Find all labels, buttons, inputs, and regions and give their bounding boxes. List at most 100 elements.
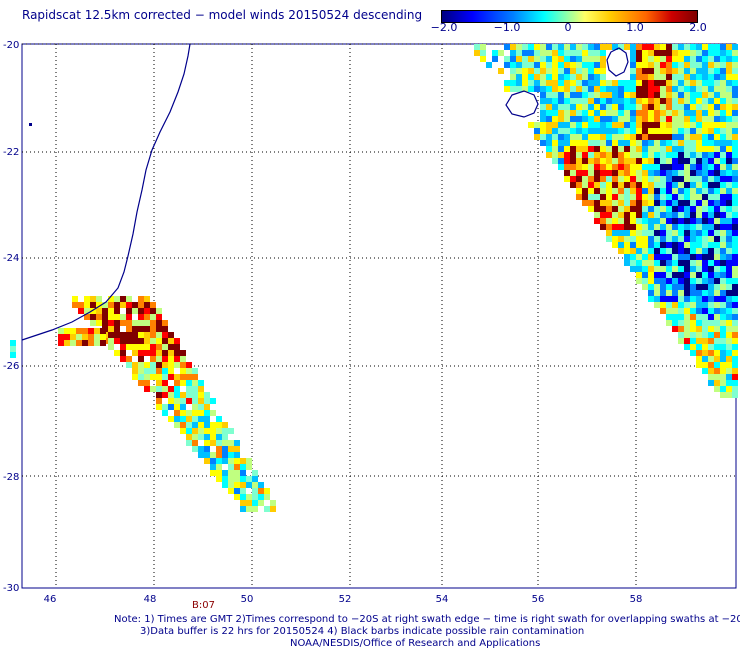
swath-cell bbox=[58, 340, 64, 346]
swath-cell bbox=[642, 158, 648, 164]
swath-cell bbox=[582, 158, 588, 164]
swath-cell bbox=[720, 146, 726, 152]
swath-cell bbox=[696, 290, 702, 296]
swath-cell bbox=[732, 134, 738, 140]
swath-cell bbox=[156, 320, 162, 326]
swath-cell bbox=[546, 146, 552, 152]
swath-cell bbox=[702, 248, 708, 254]
swath-cell bbox=[726, 344, 732, 350]
swath-cell bbox=[222, 470, 228, 476]
swath-cell bbox=[168, 386, 174, 392]
swath-cell bbox=[582, 134, 588, 140]
swath-cell bbox=[678, 260, 684, 266]
swath-cell bbox=[672, 110, 678, 116]
swath-cell bbox=[210, 428, 216, 434]
swath-cell bbox=[708, 176, 714, 182]
swath-cell bbox=[642, 182, 648, 188]
swath-cell bbox=[678, 290, 684, 296]
swath-cell bbox=[702, 86, 708, 92]
swath-cell bbox=[180, 368, 186, 374]
swath-cell bbox=[636, 146, 642, 152]
swath-cell bbox=[690, 50, 696, 56]
swath-cell bbox=[660, 224, 666, 230]
swath-cell bbox=[648, 266, 654, 272]
swath-cell bbox=[162, 392, 168, 398]
swath-cell bbox=[666, 284, 672, 290]
swath-cell bbox=[708, 380, 714, 386]
swath-cell bbox=[588, 50, 594, 56]
swath-cell bbox=[222, 458, 228, 464]
swath-cell bbox=[714, 320, 720, 326]
swath-cell bbox=[690, 110, 696, 116]
swath-cell bbox=[726, 260, 732, 266]
swath-cell bbox=[126, 338, 132, 344]
swath-cell bbox=[696, 356, 702, 362]
swath-cell bbox=[576, 68, 582, 74]
swath-cell bbox=[720, 50, 726, 56]
swath-cell bbox=[696, 242, 702, 248]
swath-cell bbox=[714, 104, 720, 110]
swath-cell bbox=[678, 86, 684, 92]
swath-cell bbox=[708, 158, 714, 164]
swath-cell bbox=[588, 188, 594, 194]
swath-cell bbox=[660, 278, 666, 284]
swath-cell bbox=[618, 140, 624, 146]
swath-cell bbox=[204, 398, 210, 404]
swath-cell bbox=[696, 86, 702, 92]
swath-cell bbox=[114, 296, 120, 302]
swath-cell bbox=[102, 302, 108, 308]
swath-cell bbox=[180, 428, 186, 434]
swath-cell bbox=[654, 272, 660, 278]
swath-cell bbox=[708, 74, 714, 80]
swath-cell bbox=[108, 308, 114, 314]
swath-cell bbox=[732, 50, 738, 56]
swath-cell bbox=[648, 206, 654, 212]
swath-cell bbox=[672, 302, 678, 308]
swath-cell bbox=[534, 134, 540, 140]
swath-cell bbox=[576, 146, 582, 152]
swath-cell bbox=[636, 188, 642, 194]
swath-cell bbox=[564, 110, 570, 116]
swath-cell bbox=[138, 314, 144, 320]
swath-cell bbox=[546, 80, 552, 86]
swath-cell bbox=[216, 470, 222, 476]
swath-cell bbox=[120, 350, 126, 356]
swath-cell bbox=[216, 440, 222, 446]
swath-cell bbox=[732, 68, 738, 74]
swath-cell bbox=[720, 314, 726, 320]
swath-cell bbox=[708, 182, 714, 188]
swath-cell bbox=[642, 104, 648, 110]
swath-cell bbox=[624, 206, 630, 212]
swath-cell bbox=[666, 122, 672, 128]
swath-cell bbox=[684, 224, 690, 230]
swath-cell bbox=[474, 50, 480, 56]
swath-cell bbox=[648, 194, 654, 200]
swath-cell bbox=[546, 98, 552, 104]
swath-cell bbox=[594, 44, 600, 50]
swath-cell bbox=[684, 314, 690, 320]
swath-cell bbox=[678, 80, 684, 86]
swath-cell bbox=[696, 278, 702, 284]
swath-cell bbox=[228, 476, 234, 482]
swath-cell bbox=[690, 86, 696, 92]
swath-cell bbox=[702, 44, 708, 50]
swath-cell bbox=[732, 338, 738, 344]
swath-cell bbox=[606, 122, 612, 128]
swath-cell bbox=[144, 350, 150, 356]
swath-cell bbox=[702, 104, 708, 110]
swath-cell bbox=[678, 284, 684, 290]
swath-cell bbox=[114, 302, 120, 308]
swath-cell bbox=[594, 218, 600, 224]
swath-cell bbox=[726, 68, 732, 74]
swath-cell bbox=[594, 194, 600, 200]
swath-cell bbox=[618, 116, 624, 122]
swath-cell bbox=[576, 104, 582, 110]
swath-cell bbox=[186, 434, 192, 440]
swath-cell bbox=[678, 50, 684, 56]
swath-cell bbox=[708, 260, 714, 266]
swath-cell bbox=[636, 194, 642, 200]
swath-cell bbox=[570, 98, 576, 104]
swath-cell bbox=[540, 56, 546, 62]
swath-cell bbox=[198, 380, 204, 386]
swath-cell bbox=[94, 334, 100, 340]
